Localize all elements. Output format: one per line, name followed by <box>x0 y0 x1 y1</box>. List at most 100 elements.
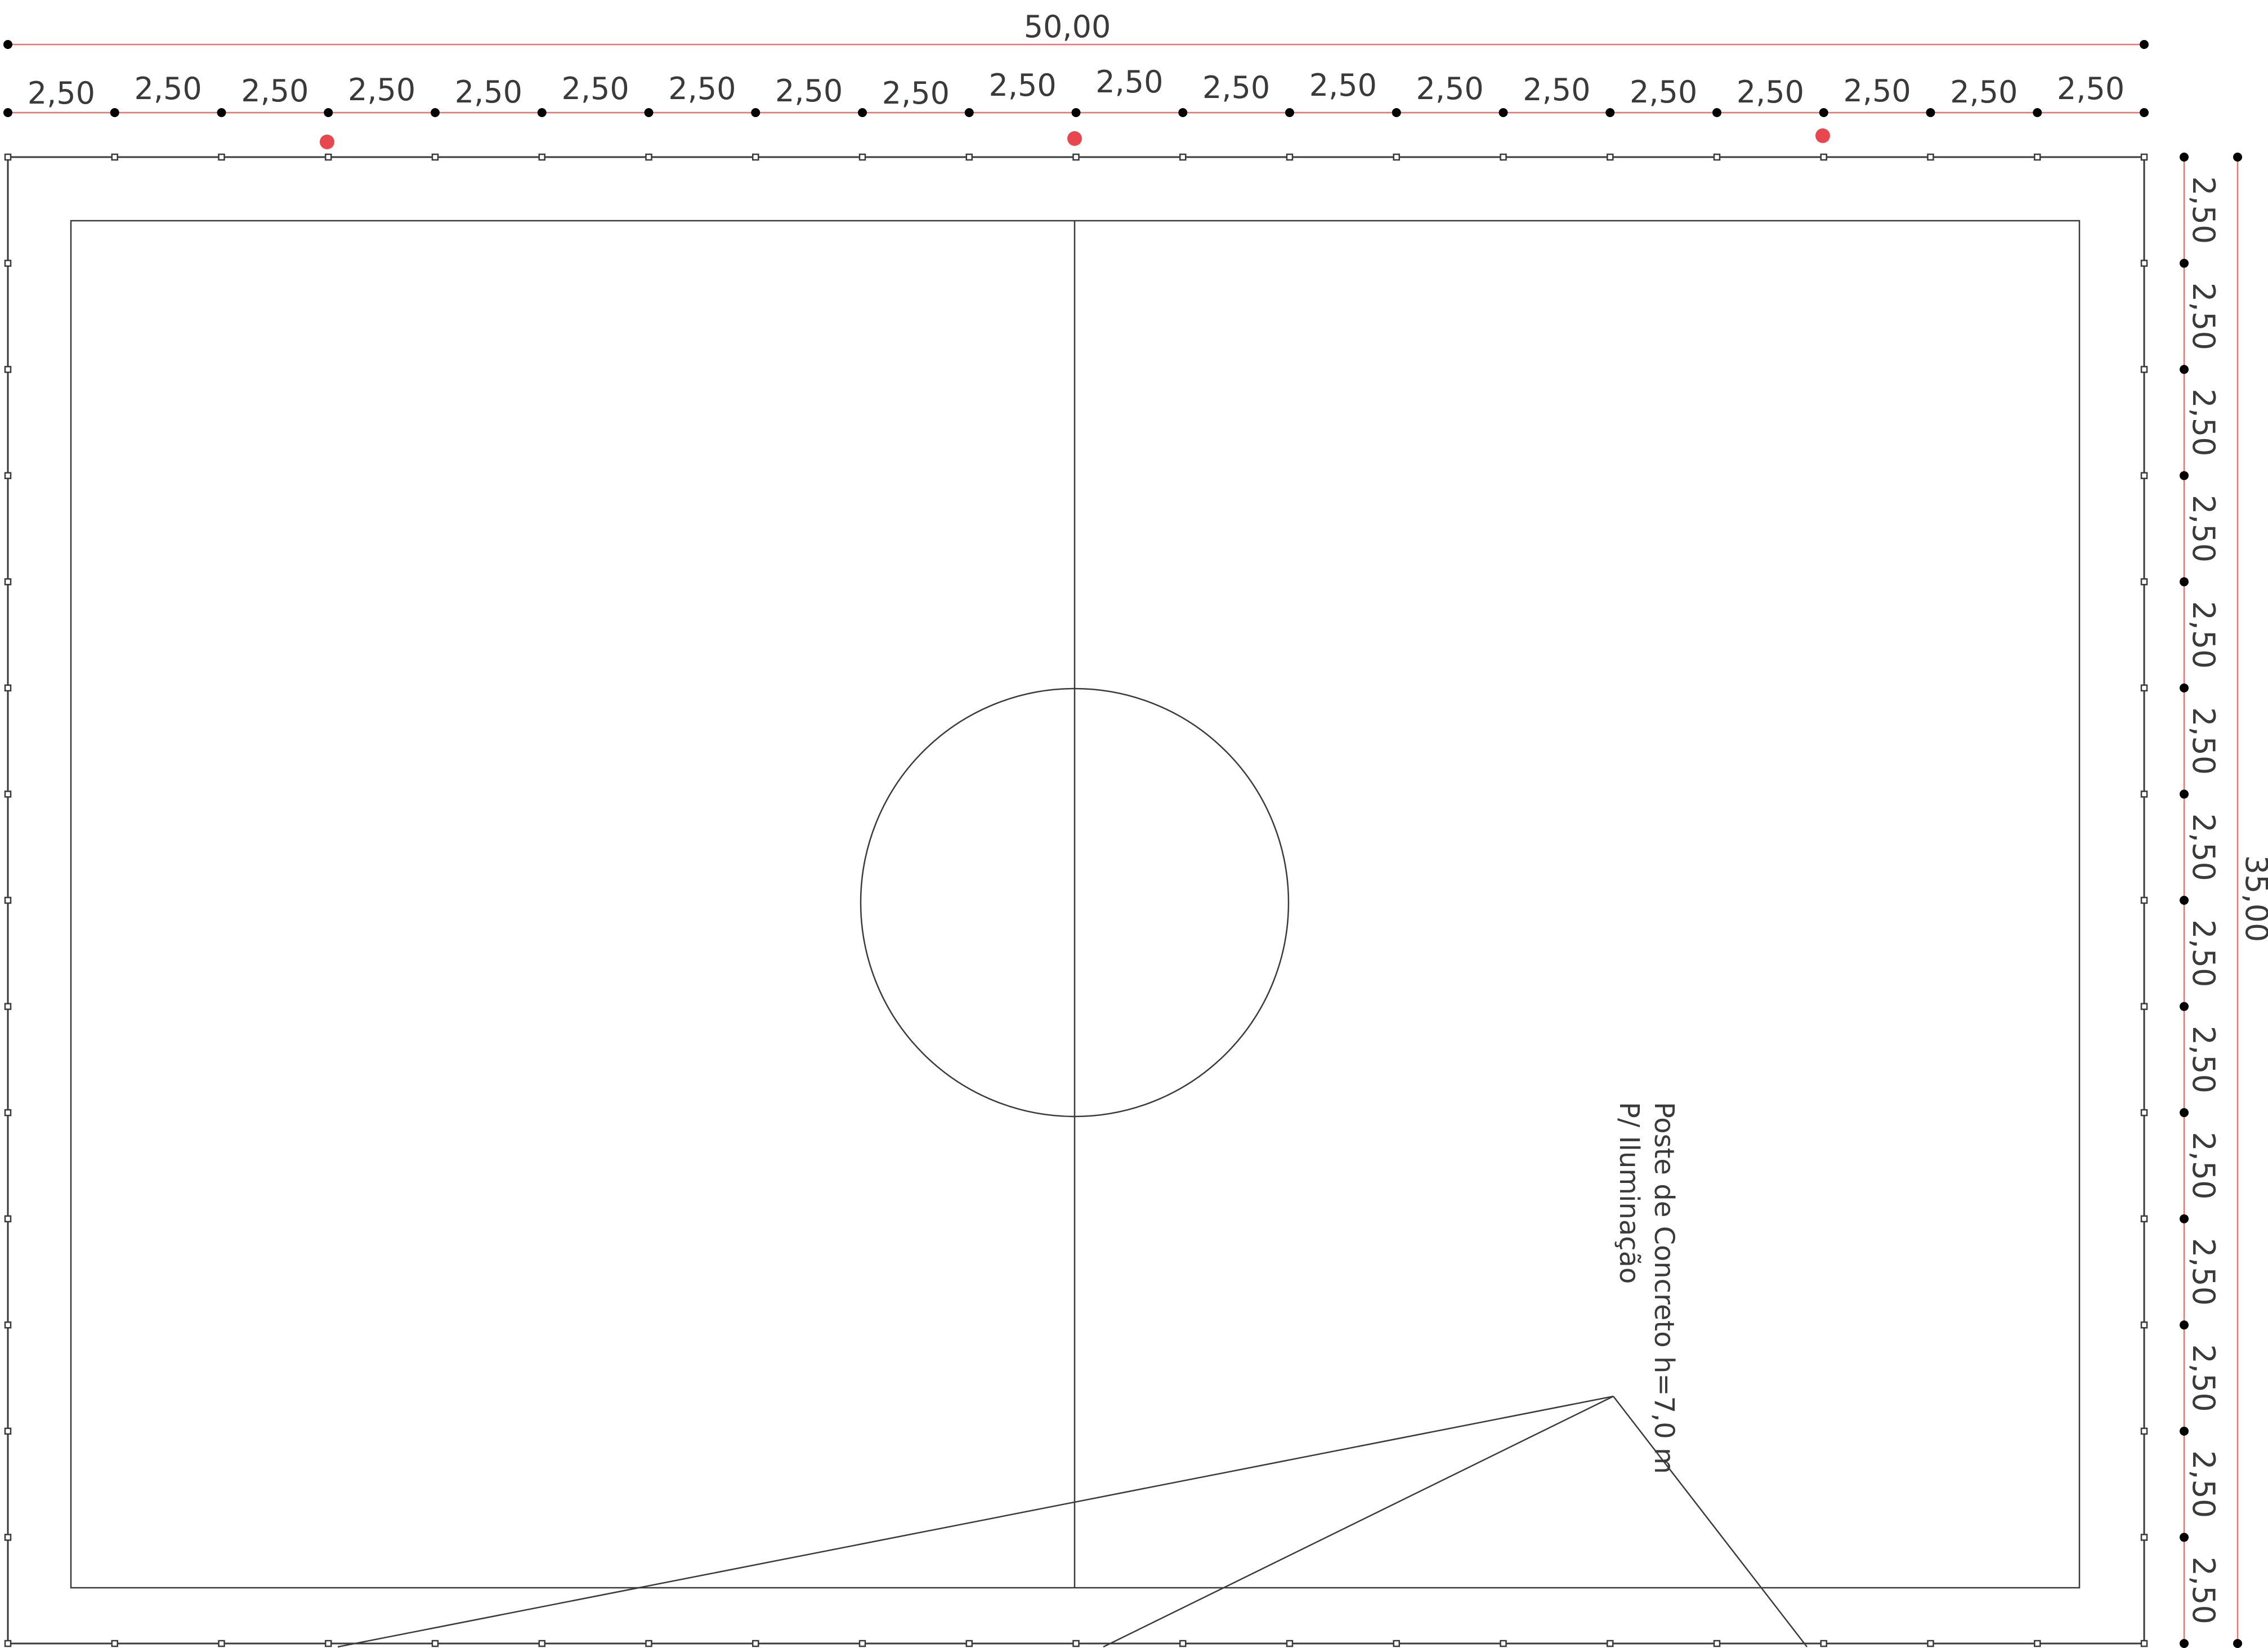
width-chain-point <box>431 108 440 117</box>
width-dimension-chain: 2,50 2,50 2,50 2,50 2,50 2,50 2,50 2,50 2,50 2,50… <box>3 64 2149 117</box>
fence-posts <box>4 153 2148 1647</box>
fence-post-marker <box>2140 1003 2148 1010</box>
fence-post-marker <box>1500 153 1507 161</box>
overall-width-end-point <box>3 40 12 49</box>
width-chain-point <box>1392 108 1401 117</box>
width-segment-label: 2,50 <box>1630 74 1697 110</box>
overall-height-label: 35,00 <box>2239 855 2268 943</box>
fence-post-marker <box>2140 260 2148 267</box>
fence-post-marker <box>752 153 759 161</box>
width-segment-label: 2,50 <box>989 68 1057 103</box>
light-pole-marker <box>320 135 334 149</box>
height-chain-point <box>2180 1002 2189 1011</box>
width-chain-point <box>644 108 654 117</box>
height-segment-label: 2,50 <box>2186 1450 2221 1518</box>
fence-post-marker <box>2140 153 2148 161</box>
height-chain-point <box>2180 1639 2189 1648</box>
width-chain-point <box>751 108 761 117</box>
fence-post-marker <box>2140 1215 2148 1222</box>
fence-post-marker <box>1927 153 1934 161</box>
fence-post-marker <box>431 1640 439 1647</box>
fence-post-marker <box>538 1640 545 1647</box>
fence-post-marker <box>4 365 12 373</box>
fence-post-marker <box>2140 365 2148 373</box>
width-segment-label: 2,50 <box>1950 74 2018 110</box>
fence-post-marker <box>1072 153 1080 161</box>
fence-post-marker <box>1820 153 1827 161</box>
width-segment-label: 2,50 <box>1416 71 1484 106</box>
fence-post-marker <box>1393 153 1400 161</box>
fence-post-marker <box>1179 153 1187 161</box>
width-segment-label: 2,50 <box>241 73 308 109</box>
fence-post-marker <box>858 153 866 161</box>
leader-line <box>1103 1395 1614 1648</box>
fence-post-marker <box>965 1640 973 1647</box>
fence-post-marker <box>4 1640 12 1647</box>
height-chain-point <box>2180 471 2189 480</box>
width-segment-label: 2,50 <box>2057 71 2124 106</box>
height-chain-point <box>2180 365 2189 374</box>
fence-post-marker <box>111 1640 118 1647</box>
height-chain-point <box>2180 683 2189 693</box>
fence-post-marker <box>645 1640 652 1647</box>
fence-post-marker <box>1286 153 1294 161</box>
fence-post-marker <box>1500 1640 1507 1647</box>
width-chain-point <box>217 108 226 117</box>
fence-post-marker <box>4 684 12 692</box>
width-chain-point <box>1712 108 1721 117</box>
fence-post-marker <box>4 472 12 479</box>
overall-width-label: 50,00 <box>1024 9 1111 44</box>
height-dimension-chain: 2,50 2,50 2,50 2,50 2,50 2,50 2,50 2,50 2,50 2,50… <box>2180 153 2221 1648</box>
fence-post-marker <box>2140 578 2148 586</box>
overall-height-end-point <box>2233 153 2242 162</box>
height-segment-label: 2,50 <box>2186 1344 2221 1412</box>
height-segment-label: 2,50 <box>2186 388 2221 456</box>
fence-post-marker <box>2140 472 2148 479</box>
fence-post-marker <box>1607 1640 1614 1647</box>
fence-post-marker <box>2140 1109 2148 1116</box>
fence-post-marker <box>325 1640 332 1647</box>
fence-post-marker <box>4 1109 12 1116</box>
width-chain-point <box>2033 108 2042 117</box>
width-segment-label: 2,50 <box>28 75 95 111</box>
overall-width-end-point <box>2140 40 2149 49</box>
leader-line <box>1613 1396 1808 1647</box>
fence-post-marker <box>2140 1321 2148 1329</box>
fence-post-marker <box>858 1640 866 1647</box>
fence-post-marker <box>752 1640 759 1647</box>
width-chain-point <box>1071 108 1081 117</box>
light-poles <box>320 128 1830 149</box>
fence-post-marker <box>431 153 439 161</box>
fence-post-marker <box>4 896 12 904</box>
width-segment-label: 2,50 <box>455 74 522 110</box>
height-segment-label: 2,50 <box>2186 1026 2221 1093</box>
fence-post-marker <box>111 153 118 161</box>
fence-post-marker <box>218 153 225 161</box>
width-segment-label: 2,50 <box>135 71 202 106</box>
height-chain-point <box>2180 896 2189 905</box>
pole-annotation-line2: P/ Iluminação <box>1613 1102 1645 1284</box>
width-chain-point <box>1498 108 1508 117</box>
fence-post-marker <box>965 153 973 161</box>
leader-line <box>337 1395 1614 1648</box>
height-segment-label: 2,50 <box>2186 283 2221 350</box>
width-segment-label: 2,50 <box>1844 73 1911 109</box>
height-segment-label: 2,50 <box>2186 1238 2221 1306</box>
fence-post-marker <box>645 153 652 161</box>
width-segment-label: 2,50 <box>1095 64 1163 100</box>
width-chain-point <box>2140 108 2149 117</box>
width-segment-label: 2,50 <box>562 71 629 106</box>
fence-post-marker <box>4 153 12 161</box>
fence-post-marker <box>1072 1640 1080 1647</box>
width-segment-label: 2,50 <box>1523 72 1590 108</box>
width-segment-label: 2,50 <box>348 72 415 108</box>
fence-post-marker <box>4 1003 12 1010</box>
light-pole-marker <box>1067 131 1082 146</box>
width-chain-point <box>537 108 547 117</box>
right-overall-dimension: 35,00 <box>2233 153 2268 1648</box>
width-chain-point <box>3 108 12 117</box>
fence-post-marker <box>4 790 12 798</box>
height-chain-point <box>2180 153 2189 162</box>
height-segment-label: 2,50 <box>2186 1132 2221 1199</box>
